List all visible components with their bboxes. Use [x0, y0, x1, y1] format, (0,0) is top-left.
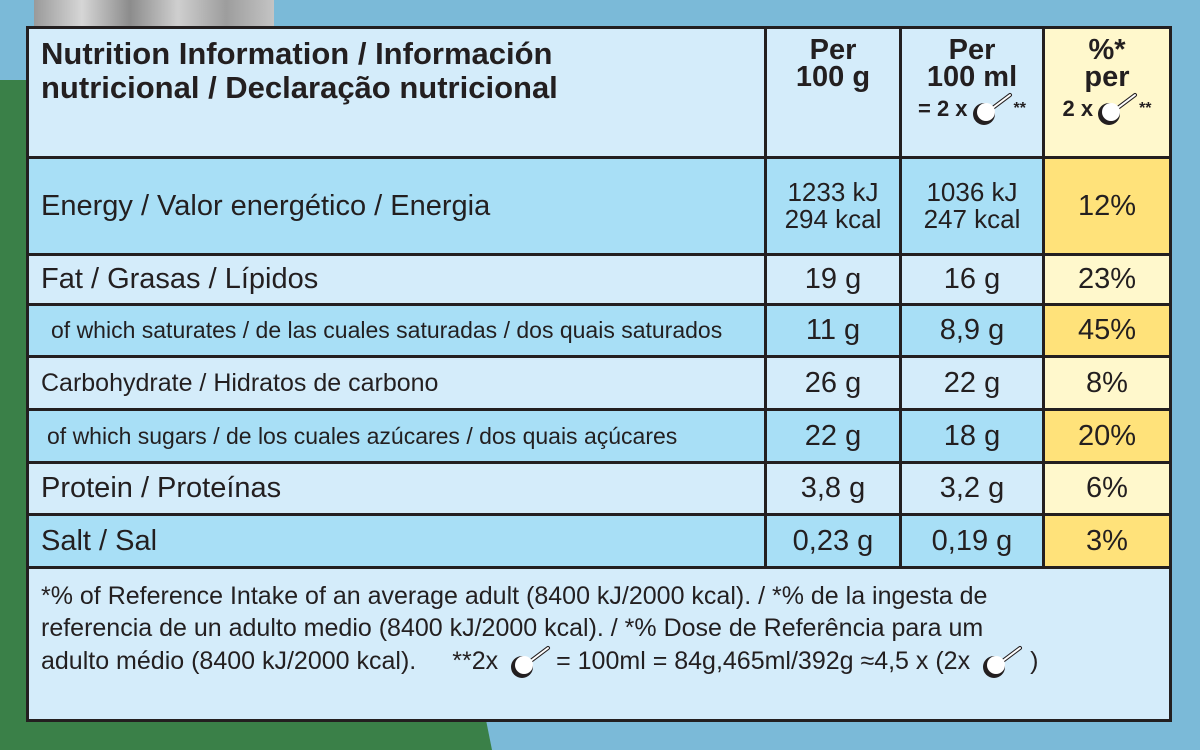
ri-percent: 23%	[1045, 256, 1169, 303]
table-row-salt: Salt / Sal 0,23 g 0,19 g 3%	[29, 516, 1169, 566]
value-per-100g: 1233 kJ 294 kcal	[767, 159, 902, 253]
table-header: Nutrition Information / Información nutr…	[29, 29, 1169, 156]
footnote-line-2: referencia de un adulto medio (8400 kJ/2…	[41, 613, 984, 642]
col2-line2: 100 ml	[926, 60, 1018, 93]
footnote-close-paren: )	[1030, 646, 1039, 675]
col-header-ri-percent: %* per 2 x **	[1045, 29, 1169, 156]
value-per-100g: 26 g	[767, 358, 902, 408]
ice-cream-scoop-icon	[972, 93, 1012, 126]
value-per-100g: 0,23 g	[767, 516, 902, 566]
col2-suffix: **	[1013, 99, 1026, 117]
ice-cream-scoop-icon	[511, 645, 551, 678]
value-per-100ml: 1036 kJ 247 kcal	[902, 159, 1045, 253]
table-row-sugars: of which sugars / de los cuales azúcares…	[29, 411, 1169, 461]
kj-value: 1036 kJ	[926, 176, 1018, 207]
col2-prefix: = 2 x	[918, 96, 968, 122]
footnote-text: adulto médio (8400 kJ/2000 kcal).	[41, 646, 417, 675]
value-per-100g: 22 g	[767, 411, 902, 461]
col-header-per-100g: Per 100 g	[767, 29, 902, 156]
ri-percent: 45%	[1045, 306, 1169, 355]
row-label: Salt / Sal	[29, 516, 767, 566]
value-per-100g: 3,8 g	[767, 464, 902, 513]
col3-prefix: 2 x	[1062, 96, 1094, 122]
footnote-line-1: *% of Reference Intake of an average adu…	[41, 582, 988, 610]
value-per-100ml: 8,9 g	[902, 306, 1045, 355]
value-per-100g: 19 g	[767, 256, 902, 303]
nutrition-table: Nutrition Information / Información nutr…	[26, 26, 1172, 722]
kcal-value: 294 kcal	[784, 204, 882, 234]
title-line-2: nutricional / Declaração nutricional	[41, 70, 558, 106]
col2-line1: Per	[948, 34, 996, 66]
col1-line2: 100 g	[795, 60, 871, 93]
col3-line2: per	[1084, 60, 1130, 93]
background-photo	[34, 0, 274, 28]
ri-percent: 20%	[1045, 411, 1169, 461]
value-per-100ml: 18 g	[902, 411, 1045, 461]
row-label: Carbohydrate / Hidratos de carbono	[29, 358, 767, 408]
table-row-fat: Fat / Grasas / Lípidos 19 g 16 g 23%	[29, 256, 1169, 303]
col2-line3: = 2 x **	[918, 92, 1026, 126]
grass-background	[0, 80, 30, 750]
row-label: of which saturates / de las cuales satur…	[29, 306, 767, 355]
table-row-energy: Energy / Valor energético / Energia 1233…	[29, 159, 1169, 253]
table-row-protein: Protein / Proteínas 3,8 g 3,2 g 6%	[29, 464, 1169, 513]
footnote: *% of Reference Intake of an average adu…	[29, 569, 1169, 719]
ice-cream-scoop-icon	[983, 645, 1023, 678]
value-per-100ml: 16 g	[902, 256, 1045, 303]
ri-percent: 6%	[1045, 464, 1169, 513]
kj-value: 1233 kJ	[787, 176, 879, 207]
value-per-100ml: 0,19 g	[902, 516, 1045, 566]
col3-suffix: **	[1139, 99, 1152, 117]
value-per-100ml: 3,2 g	[902, 464, 1045, 513]
table-title: Nutrition Information / Información nutr…	[29, 29, 767, 156]
row-label: Protein / Proteínas	[29, 464, 767, 513]
col1-line1: Per	[809, 34, 857, 66]
footnote-line-3: adulto médio (8400 kJ/2000 kcal). **2x =…	[41, 645, 1169, 679]
row-label: of which sugars / de los cuales azúcares…	[29, 411, 767, 461]
ri-percent: 12%	[1045, 159, 1169, 253]
col-header-per-100ml: Per 100 ml = 2 x **	[902, 29, 1045, 156]
col3-line1: %*	[1088, 34, 1126, 66]
row-label: Energy / Valor energético / Energia	[29, 159, 767, 253]
ri-percent: 3%	[1045, 516, 1169, 566]
footnote-serving: **2x	[452, 646, 499, 675]
value-per-100g: 11 g	[767, 306, 902, 355]
col3-line3: 2 x **	[1062, 92, 1152, 126]
title-line-1: Nutrition Information / Información	[41, 36, 553, 71]
ri-percent: 8%	[1045, 358, 1169, 408]
kcal-value: 247 kcal	[923, 204, 1021, 234]
row-label: Fat / Grasas / Lípidos	[29, 256, 767, 303]
table-row-carbohydrate: Carbohydrate / Hidratos de carbono 26 g …	[29, 358, 1169, 408]
ice-cream-scoop-icon	[1098, 93, 1138, 126]
footnote-conversion: = 100ml = 84g,465ml/392g ≈4,5 x (2x	[556, 646, 971, 675]
value-per-100ml: 22 g	[902, 358, 1045, 408]
table-row-saturates: of which saturates / de las cuales satur…	[29, 306, 1169, 355]
